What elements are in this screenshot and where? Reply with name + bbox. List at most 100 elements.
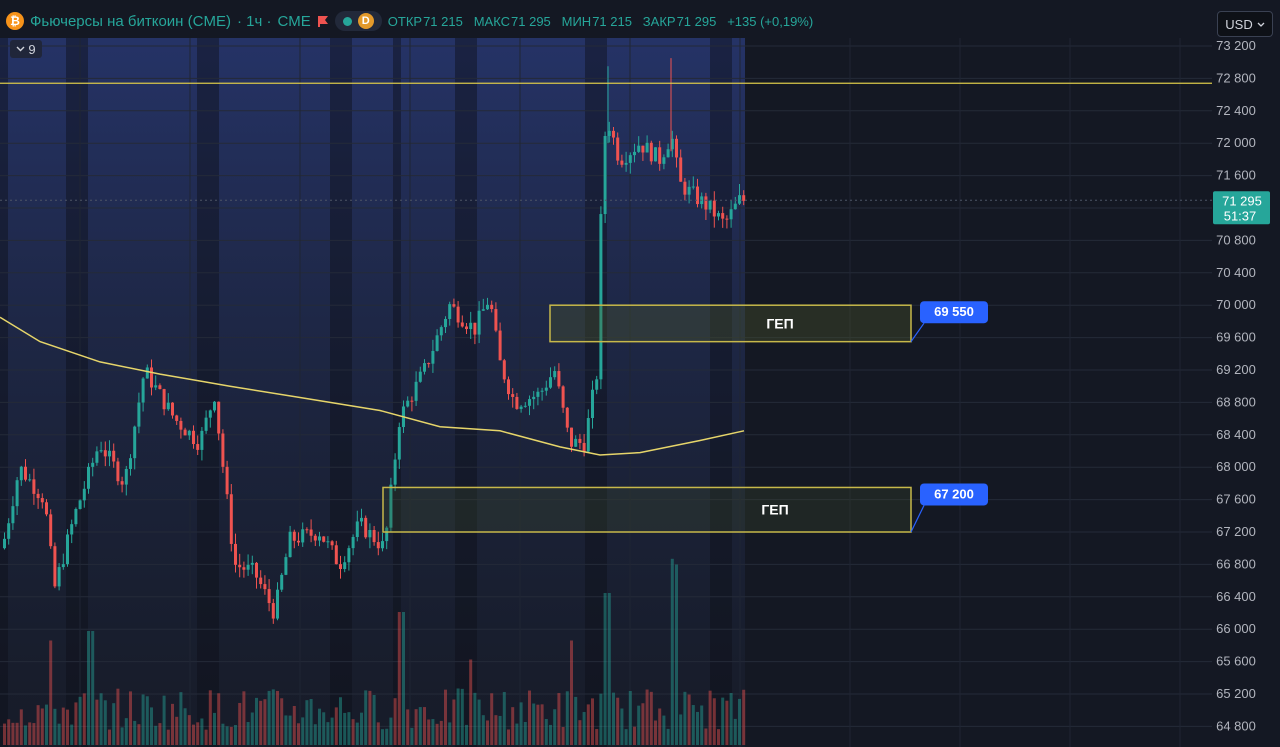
price-tick-label: 65 200 bbox=[1216, 686, 1256, 701]
gap-zone-upper[interactable]: ГЕП 69 550 bbox=[549, 301, 988, 343]
volume-bar bbox=[465, 724, 468, 745]
volume-bar bbox=[326, 722, 330, 745]
candle-body bbox=[427, 363, 431, 365]
candle-body bbox=[624, 162, 628, 165]
candle-body bbox=[452, 304, 456, 307]
candle-body bbox=[721, 213, 725, 219]
flag-icon[interactable] bbox=[317, 15, 329, 27]
volume-bar bbox=[280, 698, 284, 745]
volume-bar bbox=[267, 690, 271, 745]
close-value: 71 295 bbox=[676, 13, 717, 29]
gap-zone-lower[interactable]: ГЕП 67 200 bbox=[382, 483, 988, 533]
volume-bar bbox=[641, 703, 645, 745]
volume-bar bbox=[217, 693, 221, 745]
volume-bar bbox=[616, 697, 620, 745]
volume-bar bbox=[61, 707, 65, 745]
candle-body bbox=[213, 401, 216, 411]
candle-body bbox=[494, 309, 498, 331]
interval-label[interactable]: · 1ч · bbox=[236, 12, 272, 30]
candle-body bbox=[78, 500, 82, 509]
candle-body bbox=[347, 548, 351, 563]
candle-body bbox=[389, 484, 393, 528]
volume-bar bbox=[662, 715, 666, 745]
volume-bar bbox=[11, 722, 15, 745]
volume-bar bbox=[645, 689, 649, 745]
candle-body bbox=[444, 318, 447, 328]
volume-bar bbox=[666, 728, 670, 745]
candle-body bbox=[641, 145, 645, 153]
candle-body bbox=[616, 137, 620, 161]
volume-bar bbox=[700, 705, 704, 745]
symbol-title[interactable]: Фьючерсы на биткоин (CME) bbox=[30, 12, 231, 30]
candle-body bbox=[326, 541, 330, 543]
volume-bar bbox=[339, 697, 342, 745]
indicators-toggle-button[interactable]: 9 bbox=[10, 40, 42, 58]
candle-body bbox=[70, 524, 74, 535]
volume-bar bbox=[712, 698, 716, 745]
volume-bar bbox=[696, 711, 699, 745]
candle-body bbox=[414, 381, 418, 401]
candle-body bbox=[620, 160, 624, 165]
candle-body bbox=[108, 450, 111, 457]
candle-body bbox=[607, 130, 611, 136]
candle-body bbox=[612, 130, 615, 138]
candle-body bbox=[229, 494, 233, 544]
volume-bar bbox=[456, 688, 460, 745]
candle-body bbox=[696, 186, 699, 205]
market-status-pill[interactable]: D bbox=[334, 11, 382, 31]
volume-bar bbox=[528, 690, 531, 745]
gap-callout-price: 69 550 bbox=[934, 304, 974, 319]
price-tick-label: 70 800 bbox=[1216, 232, 1256, 247]
indicators-count: 9 bbox=[28, 41, 36, 57]
volume-bar bbox=[40, 708, 44, 745]
current-price-label: 71 295 51:37 bbox=[1213, 191, 1270, 225]
candle-body bbox=[120, 481, 124, 485]
candle-body bbox=[221, 433, 225, 467]
volume-bar bbox=[494, 715, 498, 745]
volume-bar bbox=[225, 726, 229, 745]
currency-selector[interactable]: USD bbox=[1217, 11, 1273, 37]
volume-bar bbox=[200, 718, 204, 745]
volume-bar bbox=[124, 718, 128, 745]
candle-body bbox=[435, 335, 439, 351]
candle-body bbox=[263, 584, 267, 590]
candle-body bbox=[595, 379, 599, 390]
candle-body bbox=[565, 407, 569, 428]
volume-bar bbox=[628, 691, 632, 745]
volume-bar bbox=[322, 712, 326, 745]
volume-bar bbox=[183, 708, 187, 745]
candle-body bbox=[66, 534, 69, 565]
price-tick-label: 68 800 bbox=[1216, 394, 1256, 409]
candle-body bbox=[318, 536, 321, 541]
candle-body bbox=[19, 466, 23, 481]
candle-body bbox=[158, 385, 162, 390]
candle-body bbox=[691, 186, 695, 188]
volume-bar bbox=[87, 631, 90, 745]
volume-bar bbox=[607, 593, 611, 745]
volume-bar bbox=[721, 697, 725, 745]
volume-bar bbox=[141, 694, 145, 745]
volume-bar bbox=[704, 728, 708, 745]
moving-average-line bbox=[0, 316, 745, 456]
volume-bar bbox=[313, 724, 317, 745]
volume-bar bbox=[24, 725, 27, 745]
candle-body bbox=[675, 138, 678, 158]
gap-callout-badge bbox=[920, 301, 988, 324]
high-label: МАКС bbox=[473, 13, 511, 29]
candle-body bbox=[187, 430, 191, 436]
volume-bar bbox=[238, 702, 242, 745]
volume-bar bbox=[654, 720, 657, 745]
candle-body bbox=[469, 322, 473, 330]
candle-body bbox=[112, 450, 116, 462]
candle-body bbox=[45, 502, 48, 515]
candle-body bbox=[561, 386, 565, 408]
volume-bar bbox=[82, 693, 86, 745]
volume-bar bbox=[364, 690, 368, 745]
price-tick-label: 72 800 bbox=[1216, 70, 1256, 85]
volume-bar bbox=[318, 708, 321, 745]
volume-bar bbox=[725, 700, 729, 745]
volume-bar bbox=[624, 729, 628, 745]
candle-body bbox=[683, 181, 687, 195]
